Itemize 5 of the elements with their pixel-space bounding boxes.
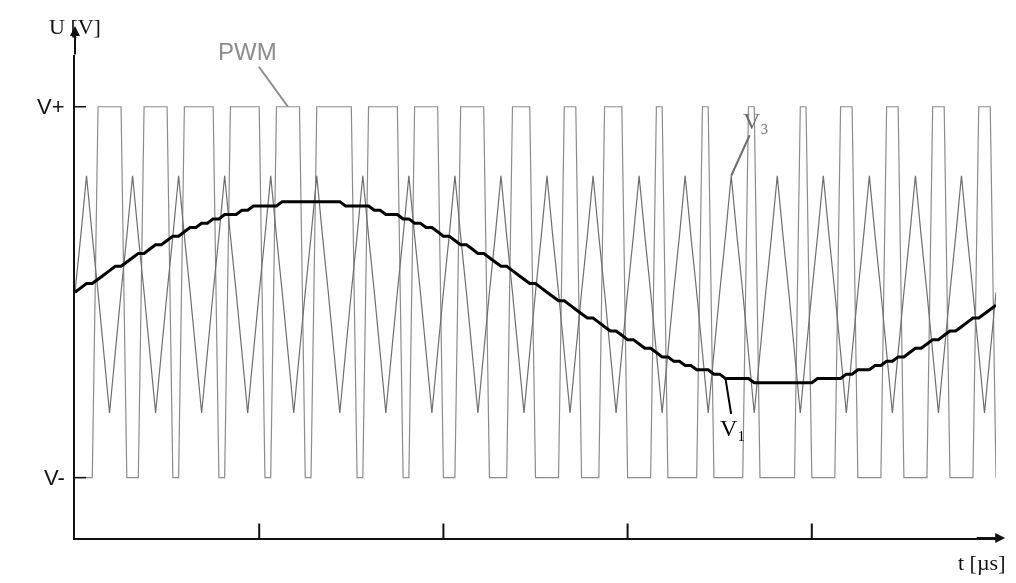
x-axis-title: t [µs]	[958, 550, 1006, 575]
series-label: PWM	[218, 38, 277, 65]
text: V-	[44, 465, 65, 490]
text: V+	[37, 94, 65, 119]
legend-label: V₁	[720, 415, 746, 441]
